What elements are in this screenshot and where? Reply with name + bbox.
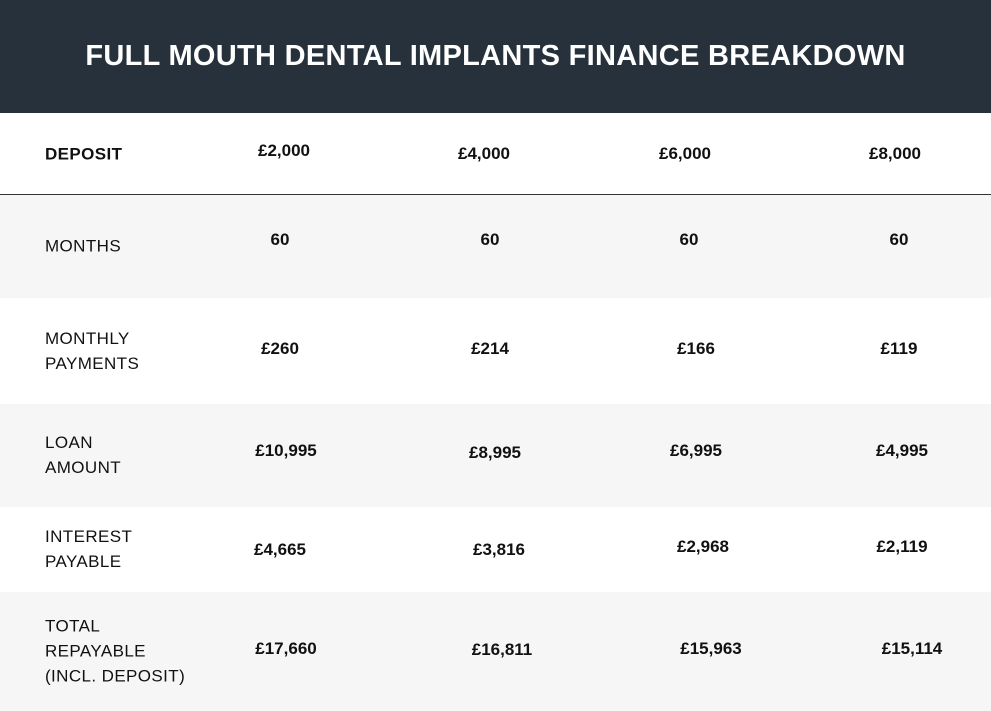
page-title: FULL MOUTH DENTAL IMPLANTS FINANCE BREAK… [85,40,906,72]
table-row-interest-payable: INTEREST PAYABLE £4,665 £3,816 £2,968 £2… [0,507,991,592]
table-cell: £2,968 [677,537,729,556]
table-cell: £2,119 [876,537,928,556]
table-cell: £8,000 [869,144,921,163]
table-row-monthly-payments: MONTHLY PAYMENTS £260 £214 £166 £119 [0,298,991,404]
table-cell: £15,114 [881,639,943,658]
row-label: INTEREST PAYABLE [45,527,133,571]
table-cell: £6,000 [659,144,711,163]
table-cell: £4,995 [876,441,928,460]
row-label: LOAN AMOUNT [45,433,122,477]
table-cell: £4,000 [458,144,510,163]
row-label: TOTAL REPAYABLE (INCL. DEPOSIT) [45,616,186,686]
table-cell: £15,963 [680,639,742,658]
table-row-total-repayable: TOTAL REPAYABLE (INCL. DEPOSIT) £17,660 … [0,592,991,711]
table-cell: £6,995 [670,441,722,460]
header-banner: FULL MOUTH DENTAL IMPLANTS FINANCE BREAK… [0,0,991,113]
table-cell: £8,995 [469,443,521,462]
row-label: MONTHLY PAYMENTS [45,328,140,373]
table-cell: 60 [270,230,290,249]
finance-table: DEPOSIT £2,000 £4,000 £6,000 £8,000 MONT… [0,113,991,711]
table-cell: £166 [677,339,715,358]
table-cell: £3,816 [473,540,525,559]
table-row-deposit: DEPOSIT £2,000 £4,000 £6,000 £8,000 [0,113,991,195]
table-cell: £260 [261,339,299,358]
table-row-months: MONTHS 60 60 60 60 [0,195,991,298]
table-cell: £16,811 [471,640,533,659]
row-label: MONTHS [45,236,122,256]
table-cell: £214 [471,339,509,358]
table-cell: £10,995 [255,441,317,460]
table-cell: £2,000 [258,141,310,160]
table-cell: £4,665 [254,540,306,559]
table-cell: £119 [880,339,918,358]
table-row-loan-amount: LOAN AMOUNT £10,995 £8,995 £6,995 £4,995 [0,404,991,507]
row-label: DEPOSIT [45,144,123,163]
table-cell: 60 [889,230,909,249]
table-cell: 60 [679,230,699,249]
table-cell: £17,660 [255,639,317,658]
table-cell: 60 [480,230,500,249]
